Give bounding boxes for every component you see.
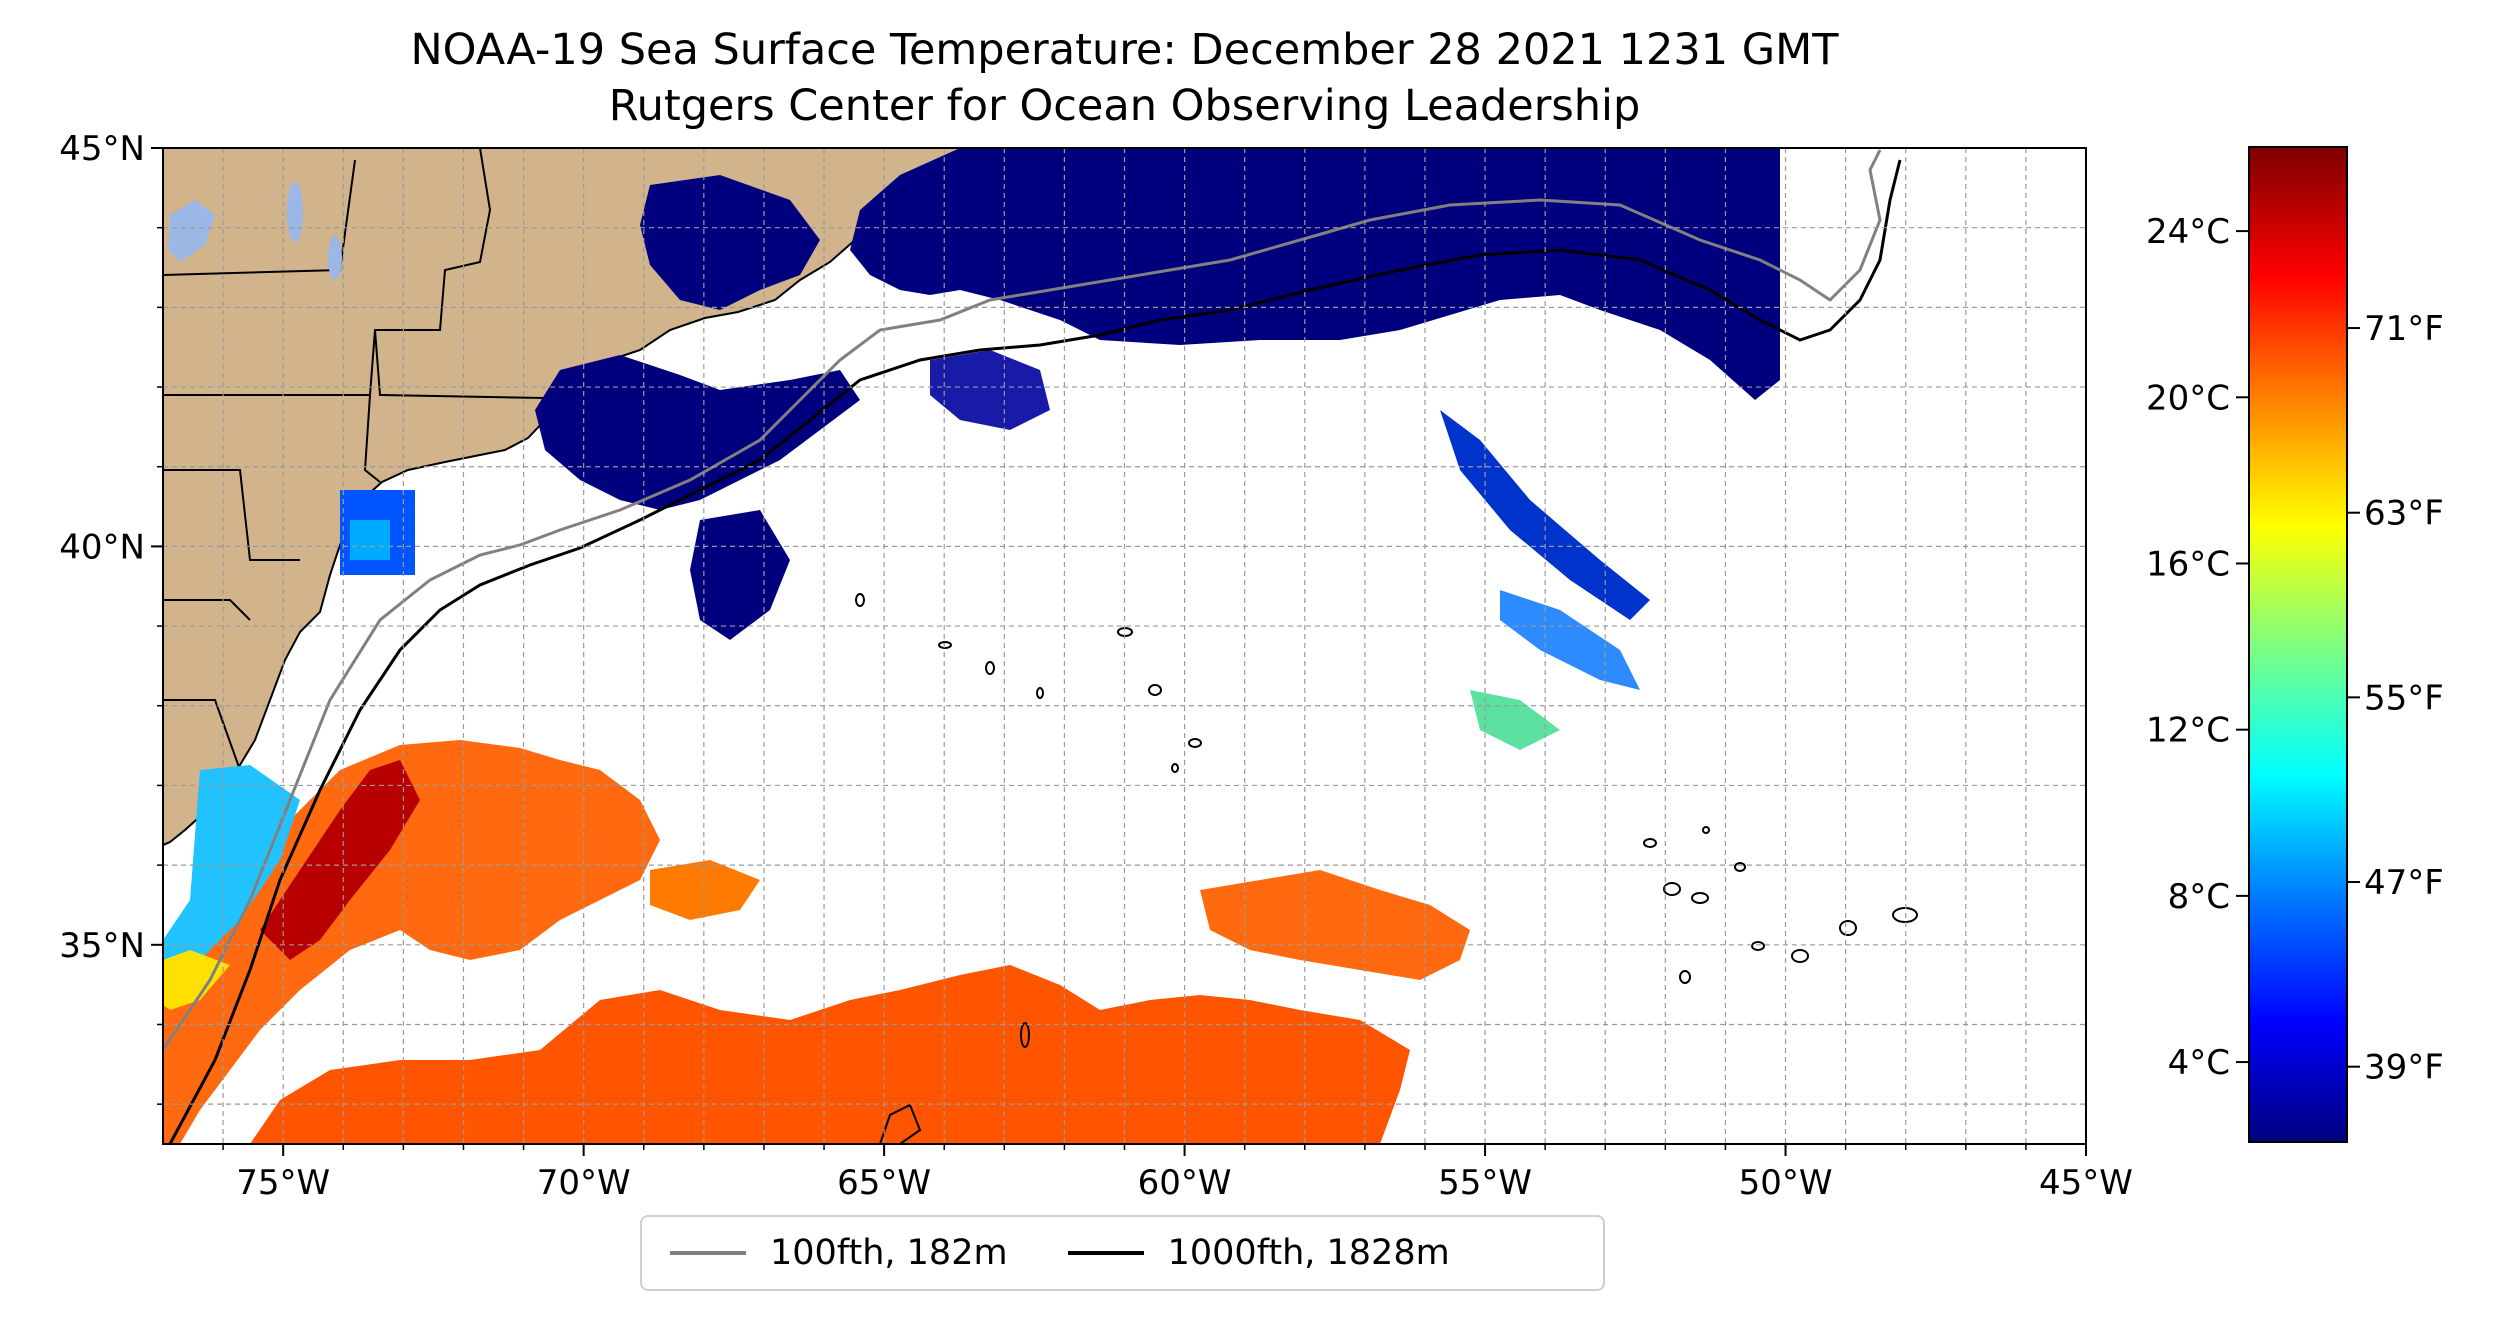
fahrenheit-tick-label: 39°F xyxy=(2364,1048,2444,1088)
legend-line-black xyxy=(1067,1251,1144,1255)
legend-item-1000fth: 1000fth, 1828m xyxy=(1067,1233,1450,1273)
sst-warm-patches-east xyxy=(1200,870,1470,980)
sst-warm-patch-mid xyxy=(650,860,760,920)
lakes xyxy=(168,182,342,280)
isobath-100fth xyxy=(163,149,1882,1051)
sst-coastal-green-band xyxy=(163,950,230,1010)
fahrenheit-tick-label: 63°F xyxy=(2364,494,2444,534)
sst-cold-patch-5 xyxy=(930,350,1050,430)
legend-line-gray xyxy=(670,1251,746,1255)
sst-warm-gulf-stream xyxy=(163,740,660,1144)
legend-label-1000fth: 1000fth, 1828m xyxy=(1167,1233,1450,1273)
x-tick-label: 75°W xyxy=(236,1163,330,1203)
celsius-tick-label: 8°C xyxy=(2168,877,2230,917)
x-tick-label: 55°W xyxy=(1438,1163,1532,1203)
x-tick-label: 65°W xyxy=(837,1163,931,1203)
sst-warmest-core xyxy=(260,760,420,960)
y-tick-label: 35°N xyxy=(59,926,145,966)
sst-cold-region xyxy=(850,148,1780,400)
x-tick-label: 60°W xyxy=(1138,1163,1232,1203)
seamount-contours xyxy=(855,593,1918,1144)
map-title: NOAA-19 Sea Surface Temperature: Decembe… xyxy=(410,25,1839,75)
y-tick-label: 45°N xyxy=(59,129,145,169)
sst-offshore-green xyxy=(1470,690,1560,750)
map-layers xyxy=(163,148,2086,1144)
sst-cold-patch-4 xyxy=(690,510,790,640)
legend-label-100fth: 100fth, 182m xyxy=(770,1233,1008,1273)
legend: 100fth, 182m 1000fth, 1828m xyxy=(640,1215,1605,1291)
sst-cold-region-2 xyxy=(640,175,820,310)
x-tick-label: 45°W xyxy=(2039,1163,2133,1203)
colorbar-ticks: 24°C 20°C 16°C 12°C 8°C 4°C 71°F 63°F 55°F 47°F 39… xyxy=(2146,212,2444,1088)
sst-offshore-streak xyxy=(1440,410,1650,620)
celsius-tick-label: 24°C xyxy=(2146,212,2230,252)
celsius-tick-label: 16°C xyxy=(2146,544,2230,584)
sst-warm-southern xyxy=(250,965,1410,1144)
colorbar xyxy=(2248,146,2348,1143)
map-subtitle: Rutgers Center for Ocean Observing Leade… xyxy=(608,81,1641,131)
celsius-tick-label: 12°C xyxy=(2146,711,2230,751)
x-tick-label: 50°W xyxy=(1739,1163,1833,1203)
celsius-tick-label: 4°C xyxy=(2168,1043,2230,1083)
state-borders xyxy=(163,148,546,771)
x-tick-label: 70°W xyxy=(537,1163,631,1203)
celsius-tick-label: 20°C xyxy=(2146,378,2230,418)
y-axis: 45°N 40°N 35°N xyxy=(59,129,163,1105)
legend-item-100fth: 100fth, 182m xyxy=(670,1233,1008,1273)
isobath-1000fth xyxy=(168,159,1902,1144)
fahrenheit-tick-label: 55°F xyxy=(2364,678,2444,718)
land-area xyxy=(163,148,1051,847)
sst-cold-region-3 xyxy=(535,355,860,510)
y-tick-label: 40°N xyxy=(59,527,145,567)
sst-coastal-cool-band xyxy=(163,765,300,1000)
gridlines xyxy=(163,148,2086,1144)
fahrenheit-tick-label: 71°F xyxy=(2364,309,2444,349)
x-axis: 75°W 70°W 65°W 60°W 55°W 50°W 45°W xyxy=(222,1144,2133,1203)
fahrenheit-tick-label: 47°F xyxy=(2364,863,2444,903)
sst-cool-nj-2 xyxy=(350,520,390,560)
